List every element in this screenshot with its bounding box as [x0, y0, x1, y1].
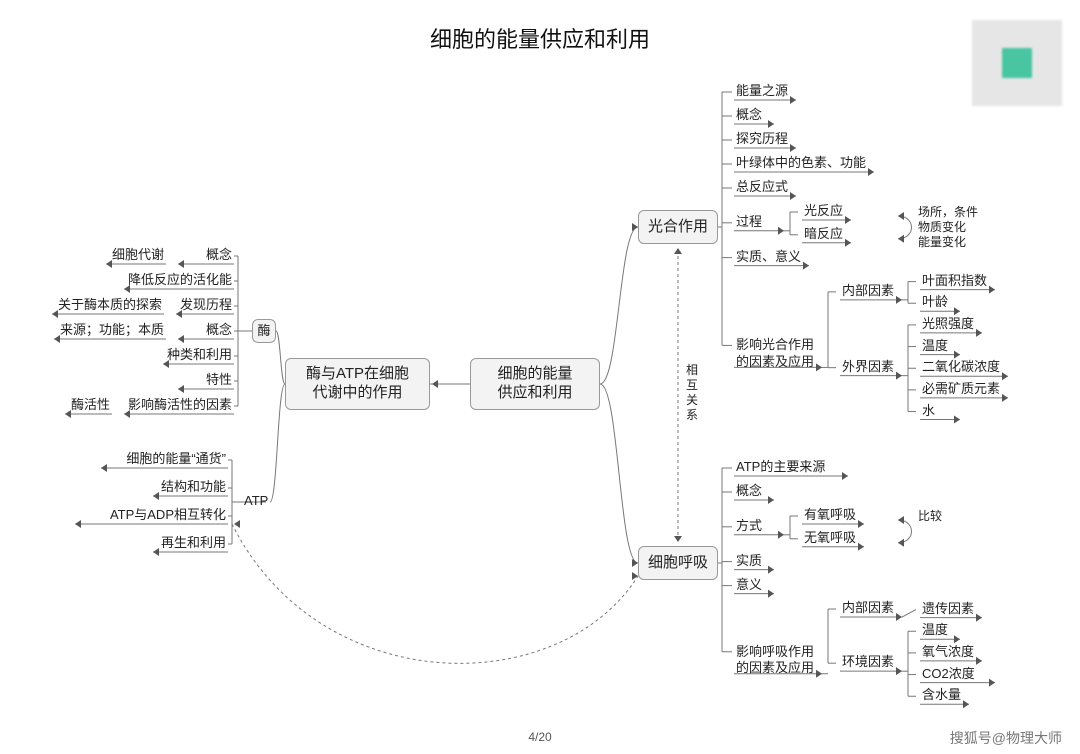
mindmap-leaf: 外界因素	[842, 360, 894, 374]
credit-text: 搜狐号@物理大师	[950, 728, 1062, 748]
mindmap-leaf: 种类和利用	[167, 348, 232, 362]
mindmap-leaf: 内部因素	[842, 284, 894, 298]
mindmap-leaf: ATP与ADP相互转化	[110, 508, 226, 522]
mindmap-leaf: 概念	[736, 484, 762, 498]
mindmap-leaf: 温度	[922, 339, 948, 353]
mindmap-leaf: 概念	[206, 248, 232, 262]
mindmap-leaf: 细胞代谢	[112, 248, 164, 262]
diagram-canvas: 细胞的能量供应和利用 4/20 搜狐号@物理大师 细胞的能量供应和利用酶与ATP…	[0, 0, 1080, 754]
mindmap-leaf: 内部因素	[842, 601, 894, 615]
mindmap-leaf: 再生和利用	[161, 536, 226, 550]
mindmap-leaf: 关于酶本质的探索	[58, 298, 162, 312]
mindmap-leaf: 光反应	[804, 204, 843, 218]
mindmap-leaf: 必需矿质元素	[922, 382, 1000, 396]
mindmap-leaf: 暗反应	[804, 227, 843, 241]
mindmap-leaf: 结构和功能	[161, 480, 226, 494]
mindmap-leaf: 过程	[736, 215, 762, 229]
mindmap-leaf: 遗传因素	[922, 602, 974, 616]
mindmap-leaf: 降低反应的活化能	[128, 273, 232, 287]
mindmap-leaf: 探究历程	[736, 132, 788, 146]
mindmap-leaf: 实质、意义	[736, 250, 801, 264]
mindmap-leaf: 影响酶活性的因素	[128, 398, 232, 412]
mindmap-leaf: 氧气浓度	[922, 645, 974, 659]
mindmap-leaf: 环境因素	[842, 655, 894, 669]
mindmap-leaf: ATP的主要来源	[736, 460, 825, 474]
mindmap-node: 细胞的能量供应和利用	[470, 358, 600, 410]
mindmap-leaf: 概念	[206, 323, 232, 337]
mindmap-node: 光合作用	[638, 210, 718, 244]
mindmap-node: 酶与ATP在细胞代谢中的作用	[285, 358, 430, 410]
mindmap-leaf: 比较	[918, 509, 1008, 524]
mindmap-leaf: 影响光合作用的因素及应用	[736, 337, 826, 370]
mindmap-leaf: ATP	[244, 494, 268, 508]
mindmap-leaf: 方式	[736, 519, 762, 533]
mindmap-leaf: 温度	[922, 623, 948, 637]
mindmap-leaf: 酶活性	[71, 398, 110, 412]
page-number: 4/20	[0, 730, 1080, 744]
mindmap-leaf: 相互关系	[686, 363, 776, 423]
mindmap-leaf: 叶龄	[922, 295, 948, 309]
mindmap-leaf: 有氧呼吸	[804, 508, 856, 522]
mindmap-leaf: 总反应式	[736, 180, 788, 194]
page-title: 细胞的能量供应和利用	[0, 22, 1080, 54]
mindmap-leaf: CO2浓度	[922, 667, 975, 681]
mindmap-leaf: 特性	[206, 373, 232, 387]
mindmap-leaf: 细胞的能量“通货”	[126, 452, 226, 466]
mindmap-leaf: 水	[922, 404, 935, 418]
mindmap-leaf: 叶面积指数	[922, 274, 987, 288]
mindmap-leaf: 场所，条件物质变化能量变化	[918, 205, 1008, 250]
mindmap-leaf: 光照强度	[922, 317, 974, 331]
mindmap-leaf: 含水量	[922, 688, 961, 702]
mindmap-leaf: 无氧呼吸	[804, 531, 856, 545]
mindmap-leaf: 发现历程	[180, 298, 232, 312]
mindmap-leaf: 影响呼吸作用的因素及应用	[736, 644, 826, 677]
mindmap-leaf: 能量之源	[736, 84, 788, 98]
mindmap-leaf: 叶绿体中的色素、功能	[736, 156, 866, 170]
mindmap-leaf: 意义	[736, 578, 762, 592]
mindmap-leaf: 来源；功能；本质	[60, 323, 164, 337]
mindmap-leaf: 概念	[736, 108, 762, 122]
mindmap-node: 酶	[252, 319, 276, 343]
mindmap-leaf: 二氧化碳浓度	[922, 360, 1000, 374]
mindmap-leaf: 实质	[736, 554, 762, 568]
mindmap-node: 细胞呼吸	[638, 546, 718, 580]
